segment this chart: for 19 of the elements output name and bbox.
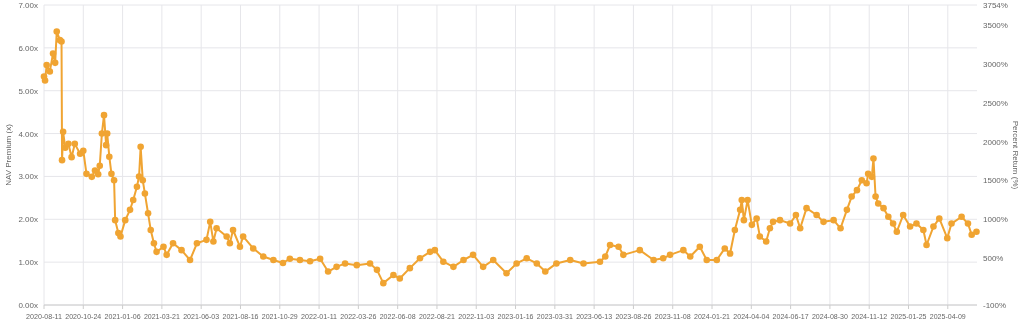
y-tick-label: 5.00x <box>18 86 38 96</box>
y-tick-label: 0.00x <box>18 301 38 310</box>
y2-tick-label: 500% <box>983 254 1004 264</box>
y2-tick-label: 1000% <box>983 215 1008 225</box>
y2-tick-label: -100% <box>983 301 1007 310</box>
y2-tick-label: 2000% <box>983 137 1008 147</box>
y2-tick-label: 3500% <box>983 20 1008 30</box>
y2-tick-label: 1500% <box>983 176 1008 186</box>
y2-tick-label: 3000% <box>983 59 1008 69</box>
y2-tick-label: 3754% <box>983 1 1008 10</box>
y-tick-label: 4.00x <box>18 129 38 139</box>
y-tick-label: 1.00x <box>18 258 38 268</box>
y-tick-label: 6.00x <box>18 43 38 53</box>
y-axis-title: NAV Premium (x) <box>4 123 13 186</box>
y-tick-label: 7.00x <box>18 1 38 10</box>
y-tick-label: 3.00x <box>18 172 38 182</box>
y2-axis-title: Percent Return (%) <box>1011 120 1020 190</box>
y2-tick-label: 2500% <box>983 98 1008 108</box>
y-tick-label: 2.00x <box>18 215 38 225</box>
